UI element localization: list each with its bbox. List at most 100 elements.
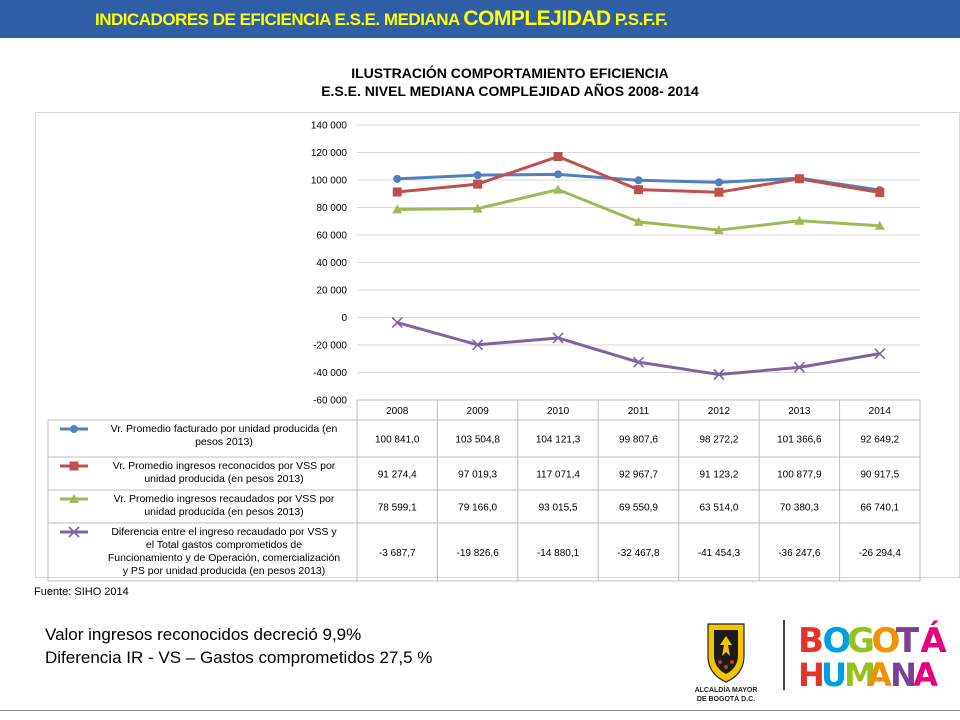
series-line-4 [396,321,881,376]
y-tick-label: 120 000 [311,148,348,159]
legend-label: el Total gastos comprometidos de [146,539,302,551]
legend-label: unidad producida (en pesos 2013) [144,506,303,518]
data-label: 103 504,8 [455,435,500,446]
data-point [714,187,724,197]
y-tick-label: 80 000 [316,203,347,214]
data-label: -41 454,3 [698,548,741,559]
data-point [473,179,483,189]
data-label: 66 740,1 [860,503,899,514]
x-tick-label: 2010 [547,406,570,417]
x-tick-label: 2014 [869,406,892,417]
brand-letter: O [871,621,900,661]
data-point [794,215,805,225]
legend-marker [68,526,80,538]
legend-marker [69,494,79,503]
data-label: 92 967,7 [619,470,658,481]
data-label: 93 015,5 [539,503,578,514]
data-label: -3 687,7 [379,548,416,559]
data-point [391,317,403,329]
y-tick-label: -20 000 [313,341,347,352]
y-tick-label: 0 [341,313,347,324]
y-tick-label: 100 000 [311,176,348,187]
brand-letter: B [798,621,824,661]
x-tick-label: 2011 [628,406,650,417]
y-tick-label: 60 000 [316,231,347,242]
legend-label: Vr. Promedio facturado por unidad produc… [111,423,338,435]
data-point [874,348,886,360]
data-label: 104 121,3 [536,435,581,446]
logo-graphic: ALCALDÍA MAYOR DE BOGOTÁ D.C. BOGOT Á HUM… [695,620,947,703]
brand-letter: O [822,621,851,661]
x-tick-label: 2012 [708,406,731,417]
data-label: 70 380,3 [780,503,819,514]
brand-letter: N [890,656,917,694]
brand-text-line1: BOGOT Á [798,620,947,661]
data-point [875,187,885,197]
source-note: Fuente: SIHO 2014 [34,586,129,598]
data-label: 63 514,0 [699,503,738,514]
data-label: 92 649,2 [860,435,899,446]
brand-letter: G [847,621,875,661]
data-point [874,220,885,230]
header-band [0,0,960,38]
data-point [713,368,725,381]
data-point [793,361,805,373]
brand-letter: Á [920,620,947,661]
data-label: -14 880,1 [537,548,580,559]
data-label: 91 274,4 [378,470,417,481]
data-label: 117 071,4 [536,470,580,481]
data-label: 101 366,6 [777,435,822,446]
brand-letter: U [821,656,847,694]
data-point [714,178,723,187]
legend-label: y PS por unidad producida (en pesos 2013… [123,565,326,577]
data-point [633,216,644,226]
data-point [553,184,564,194]
legend-marker [69,461,79,471]
alcaldia-text-line1: ALCALDÍA MAYOR [695,685,758,694]
x-tick-label: 2013 [788,406,811,417]
data-point [552,332,564,344]
legend-label: Vr. Promedio ingresos recaudados por VSS… [114,493,335,505]
data-label: 90 917,5 [860,470,899,481]
y-tick-label: 20 000 [316,286,347,297]
finding-note-2: Diferencia IR - VS – Gastos comprometido… [45,648,433,667]
page-title-part-b: COMPLEJIDAD [463,7,611,30]
x-tick-label: 2008 [386,406,409,417]
data-point [472,339,484,351]
data-point [713,225,724,235]
data-label: 97 019,3 [458,470,497,481]
data-label: -26 294,4 [859,548,902,559]
legend-label: Vr. Promedio ingresos reconocidos por VS… [113,460,336,472]
data-label: 98 272,2 [699,435,738,446]
data-label: 100 877,9 [777,470,822,481]
data-label: -32 467,8 [617,548,660,559]
finding-note-1: Valor ingresos reconocidos decreció 9,9% [45,625,362,644]
brand-letter: M [844,656,876,694]
data-point [553,152,563,162]
footer-divider [0,710,960,711]
alcaldia-text-line2: DE BOGOTÁ D.C. [697,694,755,703]
chart-title: ILUSTRACIÓN COMPORTAMIENTO EFICIENCIA E.… [290,64,730,100]
coat-of-arms-icon [707,623,745,683]
brand-letter: H [798,656,825,694]
legend-label: Diferencia entre el ingreso recaudado po… [111,526,337,538]
page-title: INDICADORES DE EFICIENCIA E.S.E. MEDIANA… [95,7,668,31]
data-point [632,356,645,368]
legend-label: pesos 2013) [195,436,253,448]
y-tick-label: -60 000 [313,396,347,407]
page-title-part-c: P.S.F.F. [610,10,668,29]
chart-title-line2: E.S.E. NIVEL MEDIANA COMPLEJIDAD AÑOS 20… [321,83,699,99]
data-label: -36 247,6 [778,548,821,559]
line-chart-with-data-table: 140 000 120 000 100 000 80 000 60 000 40 000 2… [47,121,921,582]
data-label: -19 826,6 [457,548,500,559]
data-label: 79 166,0 [458,503,497,514]
data-label: 99 807,6 [619,435,658,446]
brand-letter: A [913,656,938,694]
data-point [392,204,403,214]
data-point [794,174,804,184]
legend-label: unidad producida (en pesos 2013) [144,473,303,485]
data-point [634,185,643,195]
data-point [554,170,563,179]
